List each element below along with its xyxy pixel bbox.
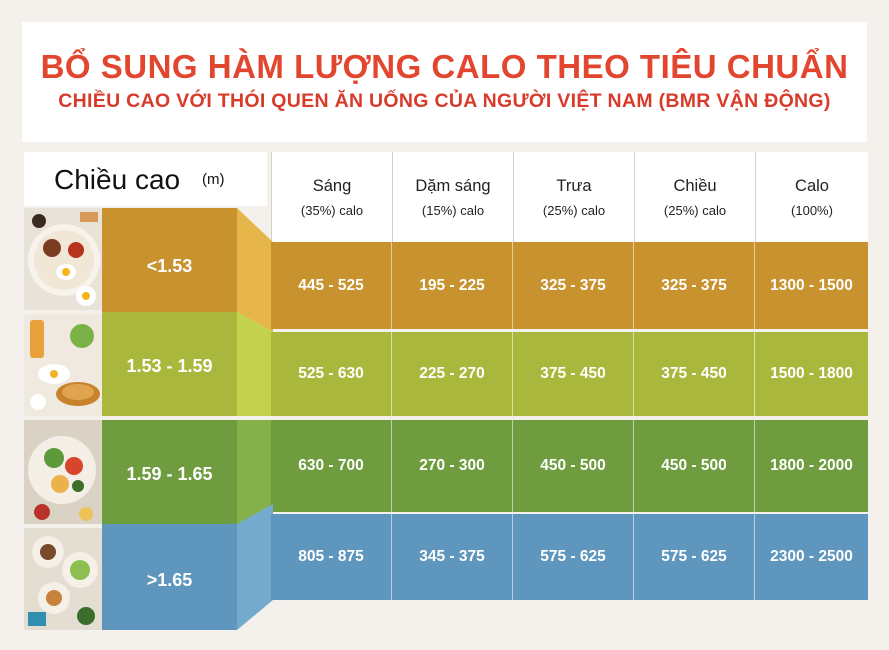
table-cell: 525 - 630 <box>298 365 364 382</box>
column-header-chieu: Chiều (25%) calo <box>634 152 755 242</box>
salad-platter-photo-icon <box>24 420 102 524</box>
column-header-calo: Calo (100%) <box>755 152 868 242</box>
table-cell: 445 - 525 <box>298 276 364 294</box>
table-cell: 450 - 500 <box>661 457 727 474</box>
column-divider <box>512 420 513 512</box>
height-range: >1.65 <box>146 570 193 590</box>
height-range: 1.59 - 1.65 <box>126 464 213 484</box>
height-label-row-4: >1.65 <box>102 524 237 630</box>
column-name: Sáng <box>312 177 352 195</box>
column-divider <box>754 514 755 600</box>
table-cell: 575 - 625 <box>540 548 606 565</box>
table-cell: 325 - 375 <box>661 276 727 294</box>
height-label-row-3: 1.59 - 1.65 <box>102 420 237 524</box>
page-title: BỔ SUNG HÀM LƯỢNG CALO THEO TIÊU CHUẨN <box>40 48 849 85</box>
breakfast-plate-photo-icon <box>24 208 102 310</box>
ribbon-connector <box>237 208 273 332</box>
title-panel: BỔ SUNG HÀM LƯỢNG CALO THEO TIÊU CHUẨN C… <box>22 22 867 142</box>
column-divider <box>391 420 392 512</box>
height-column-header: Chiều cao (m) <box>24 152 267 206</box>
ribbon-connector <box>237 420 273 524</box>
table-cell: 1500 - 1800 <box>770 365 853 382</box>
table-cell: 1300 - 1500 <box>770 276 853 294</box>
column-divider <box>391 242 392 329</box>
ribbon-connector <box>237 504 273 630</box>
height-range: 1.53 - 1.59 <box>126 356 213 376</box>
table-cell: 450 - 500 <box>540 457 606 474</box>
table-cell: 1800 - 2000 <box>770 457 853 474</box>
table-cell: 805 - 875 <box>298 548 364 565</box>
height-range: <1.53 <box>146 256 193 276</box>
column-percent: (25%) calo <box>542 203 606 218</box>
table-cell: 270 - 300 <box>419 457 485 474</box>
column-header-dam-sang: Dặm sáng (15%) calo <box>392 152 513 242</box>
table-row: 445 - 525 195 - 225 325 - 375 325 - 375 … <box>271 242 868 329</box>
column-divider <box>391 332 392 416</box>
column-divider <box>512 332 513 416</box>
table-cell: 325 - 375 <box>540 276 606 294</box>
brunch-table-photo-icon <box>24 528 102 630</box>
column-divider <box>754 242 755 329</box>
column-name: Calo <box>795 177 829 195</box>
column-percent: (100%) <box>791 203 833 218</box>
column-divider <box>633 514 634 600</box>
table-cell: 345 - 375 <box>419 548 485 565</box>
height-label-row-2: 1.53 - 1.59 <box>102 312 237 416</box>
column-divider <box>633 332 634 416</box>
table-cell: 195 - 225 <box>419 276 485 294</box>
column-divider <box>391 514 392 600</box>
column-name: Trưa <box>556 177 592 195</box>
table-row: 630 - 700 270 - 300 450 - 500 450 - 500 … <box>271 420 868 512</box>
column-percent: (25%) calo <box>663 203 727 218</box>
table-cell: 2300 - 2500 <box>770 548 853 565</box>
column-divider <box>633 242 634 329</box>
height-header-label: Chiều cao <box>54 164 181 195</box>
table-row: 525 - 630 225 - 270 375 - 450 375 - 450 … <box>271 332 868 416</box>
table-cell: 575 - 625 <box>661 548 727 565</box>
column-name: Dặm sáng <box>415 177 491 195</box>
column-header-trua: Trưa (25%) calo <box>513 152 634 242</box>
table-cell: 630 - 700 <box>298 457 364 474</box>
column-divider <box>512 514 513 600</box>
column-percent: (35%) calo <box>300 203 364 218</box>
table-row: 805 - 875 345 - 375 575 - 625 575 - 625 … <box>271 514 868 600</box>
croissant-breakfast-photo-icon <box>24 314 102 416</box>
column-divider <box>754 332 755 416</box>
column-divider <box>512 242 513 329</box>
column-divider <box>633 420 634 512</box>
table-cell: 225 - 270 <box>419 365 485 382</box>
column-header-sang: Sáng (35%) calo <box>271 152 392 242</box>
column-name: Chiều <box>673 177 717 195</box>
height-label-row-1: <1.53 <box>102 208 237 312</box>
column-divider <box>754 420 755 512</box>
height-unit-label: (m) <box>202 171 225 188</box>
ribbon-connector <box>237 312 273 416</box>
table-cell: 375 - 450 <box>661 365 727 382</box>
page-subtitle: CHIỀU CAO VỚI THÓI QUEN ĂN UỐNG CỦA NGƯỜ… <box>58 90 831 112</box>
column-percent: (15%) calo <box>421 203 485 218</box>
table-cell: 375 - 450 <box>540 365 606 382</box>
